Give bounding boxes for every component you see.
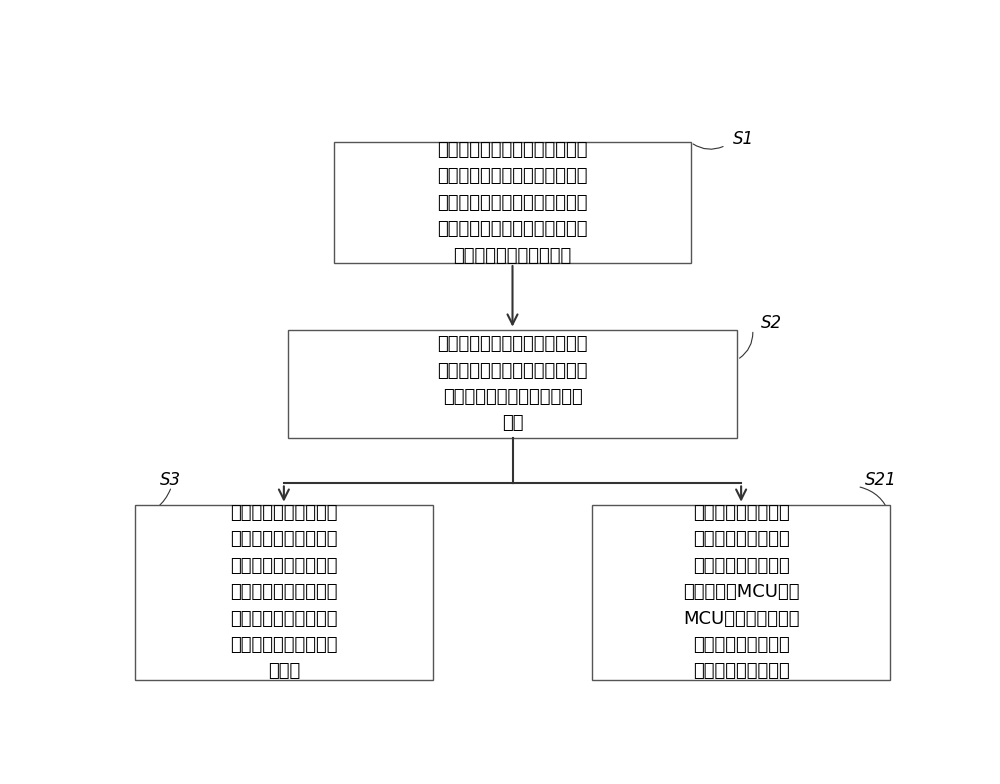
Bar xyxy=(135,505,433,680)
Text: 如果比较结果为所述
外围电路短路，则通
过所述恢复电路发送
关闭信号至MCU，该
MCU控制所述开关管
驱动电路关闭所述锂
电池的主输出回路。: 如果比较结果为所述 外围电路短路，则通 过所述恢复电路发送 关闭信号至MCU，该… xyxy=(683,504,799,681)
Bar xyxy=(334,143,691,263)
Text: 通过比较锁存电路将所述电压变
化量值与预设的保护阈值进行比
较，并输出比较结果至恢复电
路；: 通过比较锁存电路将所述电压变 化量值与预设的保护阈值进行比 较，并输出比较结果至… xyxy=(437,336,588,433)
Text: S2: S2 xyxy=(761,314,782,332)
Text: S21: S21 xyxy=(865,471,897,489)
Text: 检测连接所述锂电池的外围电路
的检测电阻处电压变化信息，该
电压变化信息依次经过滤波电路
和放大电路处理得到设定的延迟
时间内的电压变化量值；: 检测连接所述锂电池的外围电路 的检测电阻处电压变化信息，该 电压变化信息依次经过… xyxy=(437,141,588,264)
Text: S3: S3 xyxy=(160,471,181,489)
Text: S1: S1 xyxy=(733,130,755,148)
Text: 如果比较结果为所述外
围电路短路，则通过所
述恢复电路发送关闭信
号至开关管驱动电路，
通过开关管驱动电路关
闭所述锂电池的主输出
回路。: 如果比较结果为所述外 围电路短路，则通过所 述恢复电路发送关闭信 号至开关管驱动… xyxy=(230,504,338,681)
Bar xyxy=(592,505,890,680)
Bar xyxy=(288,329,737,438)
